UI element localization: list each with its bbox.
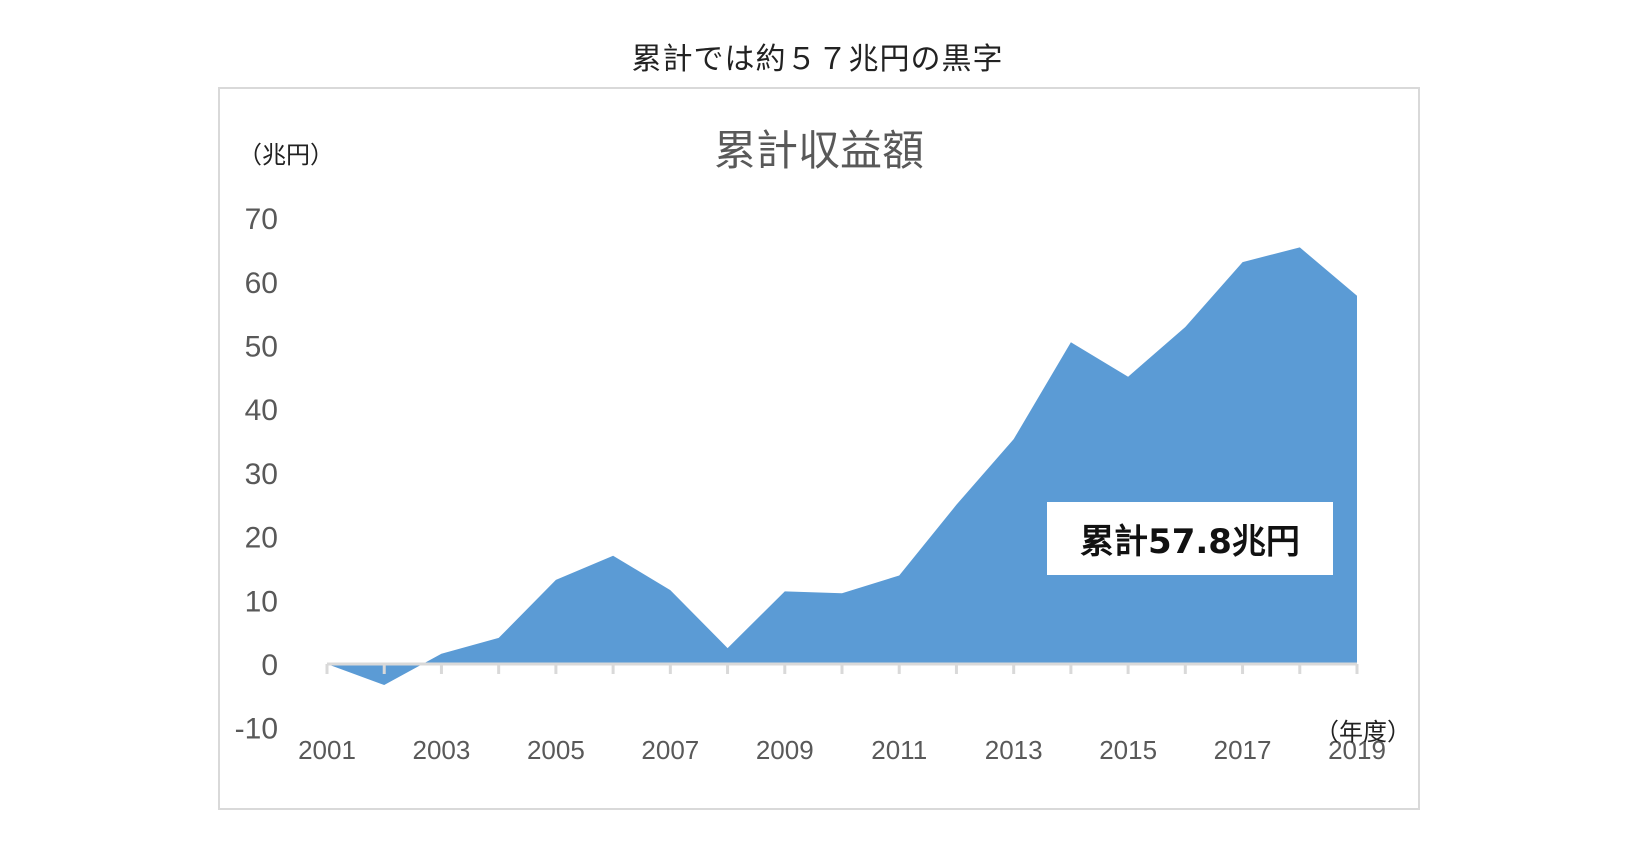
x-tick-label: 2009: [756, 735, 814, 765]
y-tick-label: 20: [245, 522, 278, 555]
y-tick-label: 60: [245, 267, 278, 300]
x-tick-label: 2013: [985, 735, 1043, 765]
y-tick-label: -10: [235, 713, 278, 746]
x-tick-label: 2005: [527, 735, 585, 765]
x-axis-unit-label: （年度）: [1315, 718, 1411, 746]
chart-title: 累計収益額: [713, 126, 924, 175]
area-series: [327, 247, 1357, 685]
chart-frame: 70 60 50 40 30 20 10 0 -10 2001 2003 2005 2007 2009 20…: [218, 87, 1420, 810]
y-axis-unit-label: （兆円）: [238, 141, 334, 169]
x-tick-label: 2019: [1328, 735, 1386, 765]
x-tick-label: 2007: [641, 735, 699, 765]
y-tick-label: 0: [261, 649, 278, 682]
x-tick-label: 2017: [1214, 735, 1272, 765]
y-tick-label: 30: [245, 458, 278, 491]
y-tick-label: 50: [245, 331, 278, 364]
chart-plot-area: 70 60 50 40 30 20 10 0 -10 2001 2003 2005 2007 2009 20…: [235, 203, 1386, 765]
x-tick-label: 2003: [413, 735, 471, 765]
y-tick-label: 40: [245, 394, 278, 427]
y-tick-label: 70: [245, 203, 278, 236]
y-tick-label: 10: [245, 585, 278, 618]
total-callout-box: 累計57.8兆円: [1047, 502, 1333, 575]
x-tick-label: 2015: [1099, 735, 1157, 765]
x-tick-label: 2001: [298, 735, 356, 765]
x-tick-label: 2011: [871, 735, 927, 765]
page-heading: 累計では約５７兆円の黒字: [631, 42, 1004, 77]
